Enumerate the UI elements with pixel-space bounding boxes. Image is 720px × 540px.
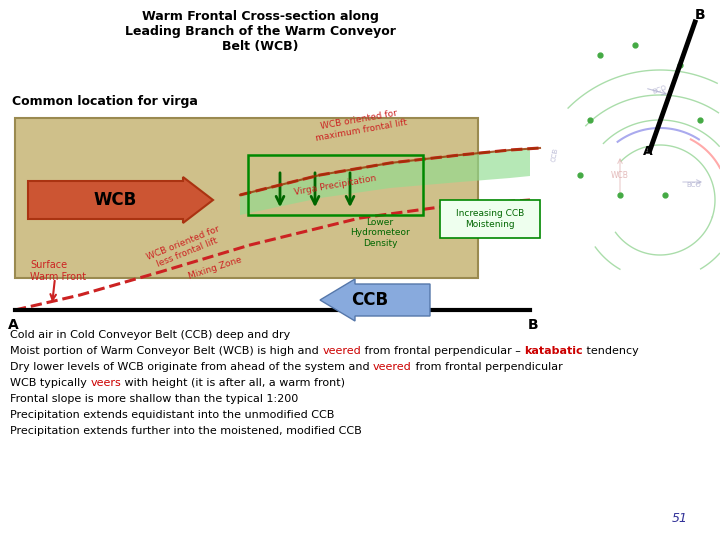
- Text: B: B: [695, 8, 706, 22]
- Text: Increasing CCB
Moistening: Increasing CCB Moistening: [456, 210, 524, 229]
- Text: BCO: BCO: [652, 85, 668, 96]
- Bar: [440, 200, 540, 238]
- Text: WCB: WCB: [94, 191, 137, 209]
- Text: CCB: CCB: [351, 291, 389, 309]
- Text: veered: veered: [373, 362, 412, 372]
- Text: WCB: WCB: [611, 171, 629, 179]
- Text: CCB: CCB: [551, 147, 559, 163]
- Text: from frontal perpendicular –: from frontal perpendicular –: [361, 346, 524, 356]
- Bar: [15, 118, 478, 278]
- Text: from frontal perpendicular: from frontal perpendicular: [412, 362, 562, 372]
- Bar: [248, 155, 423, 215]
- Text: Mixing Zone: Mixing Zone: [187, 255, 243, 281]
- Text: Common location for virga: Common location for virga: [12, 95, 198, 108]
- Text: with height (it is after all, a warm front): with height (it is after all, a warm fro…: [121, 378, 345, 388]
- Text: veered: veered: [323, 346, 361, 356]
- Text: Surface
Warm Front: Surface Warm Front: [30, 260, 86, 281]
- Text: Moist portion of Warm Conveyor Belt (WCB) is high and: Moist portion of Warm Conveyor Belt (WCB…: [10, 346, 323, 356]
- Text: Virga Precipitation: Virga Precipitation: [293, 173, 377, 197]
- Text: Frontal slope is more shallow than the typical 1:200: Frontal slope is more shallow than the t…: [10, 394, 298, 404]
- Text: veers: veers: [91, 378, 121, 388]
- Text: Lower
Hydrometeor
Density: Lower Hydrometeor Density: [350, 218, 410, 248]
- Text: WCB oriented for
less frontal lift: WCB oriented for less frontal lift: [145, 225, 225, 272]
- Text: tendency: tendency: [583, 346, 639, 356]
- FancyArrow shape: [28, 177, 213, 223]
- FancyArrow shape: [320, 279, 430, 321]
- Text: A: A: [643, 145, 653, 158]
- Text: Warm Frontal Cross-section along
Leading Branch of the Warm Conveyor
Belt (WCB): Warm Frontal Cross-section along Leading…: [125, 10, 395, 53]
- Text: Cold air in Cold Conveyor Belt (CCB) deep and dry: Cold air in Cold Conveyor Belt (CCB) dee…: [10, 330, 290, 340]
- Text: WCB typically: WCB typically: [10, 378, 91, 388]
- Text: WCB oriented for
maximum frontal lift: WCB oriented for maximum frontal lift: [312, 108, 408, 143]
- Polygon shape: [240, 148, 530, 215]
- Text: Precipitation extends equidistant into the unmodified CCB: Precipitation extends equidistant into t…: [10, 410, 334, 420]
- Text: Dry lower levels of WCB originate from ahead of the system and: Dry lower levels of WCB originate from a…: [10, 362, 373, 372]
- Text: A: A: [8, 318, 19, 332]
- Text: BCO: BCO: [687, 182, 701, 188]
- Text: B: B: [528, 318, 539, 332]
- Text: Precipitation extends further into the moistened, modified CCB: Precipitation extends further into the m…: [10, 426, 361, 436]
- Text: katabatic: katabatic: [524, 346, 583, 356]
- Text: 51: 51: [672, 512, 688, 525]
